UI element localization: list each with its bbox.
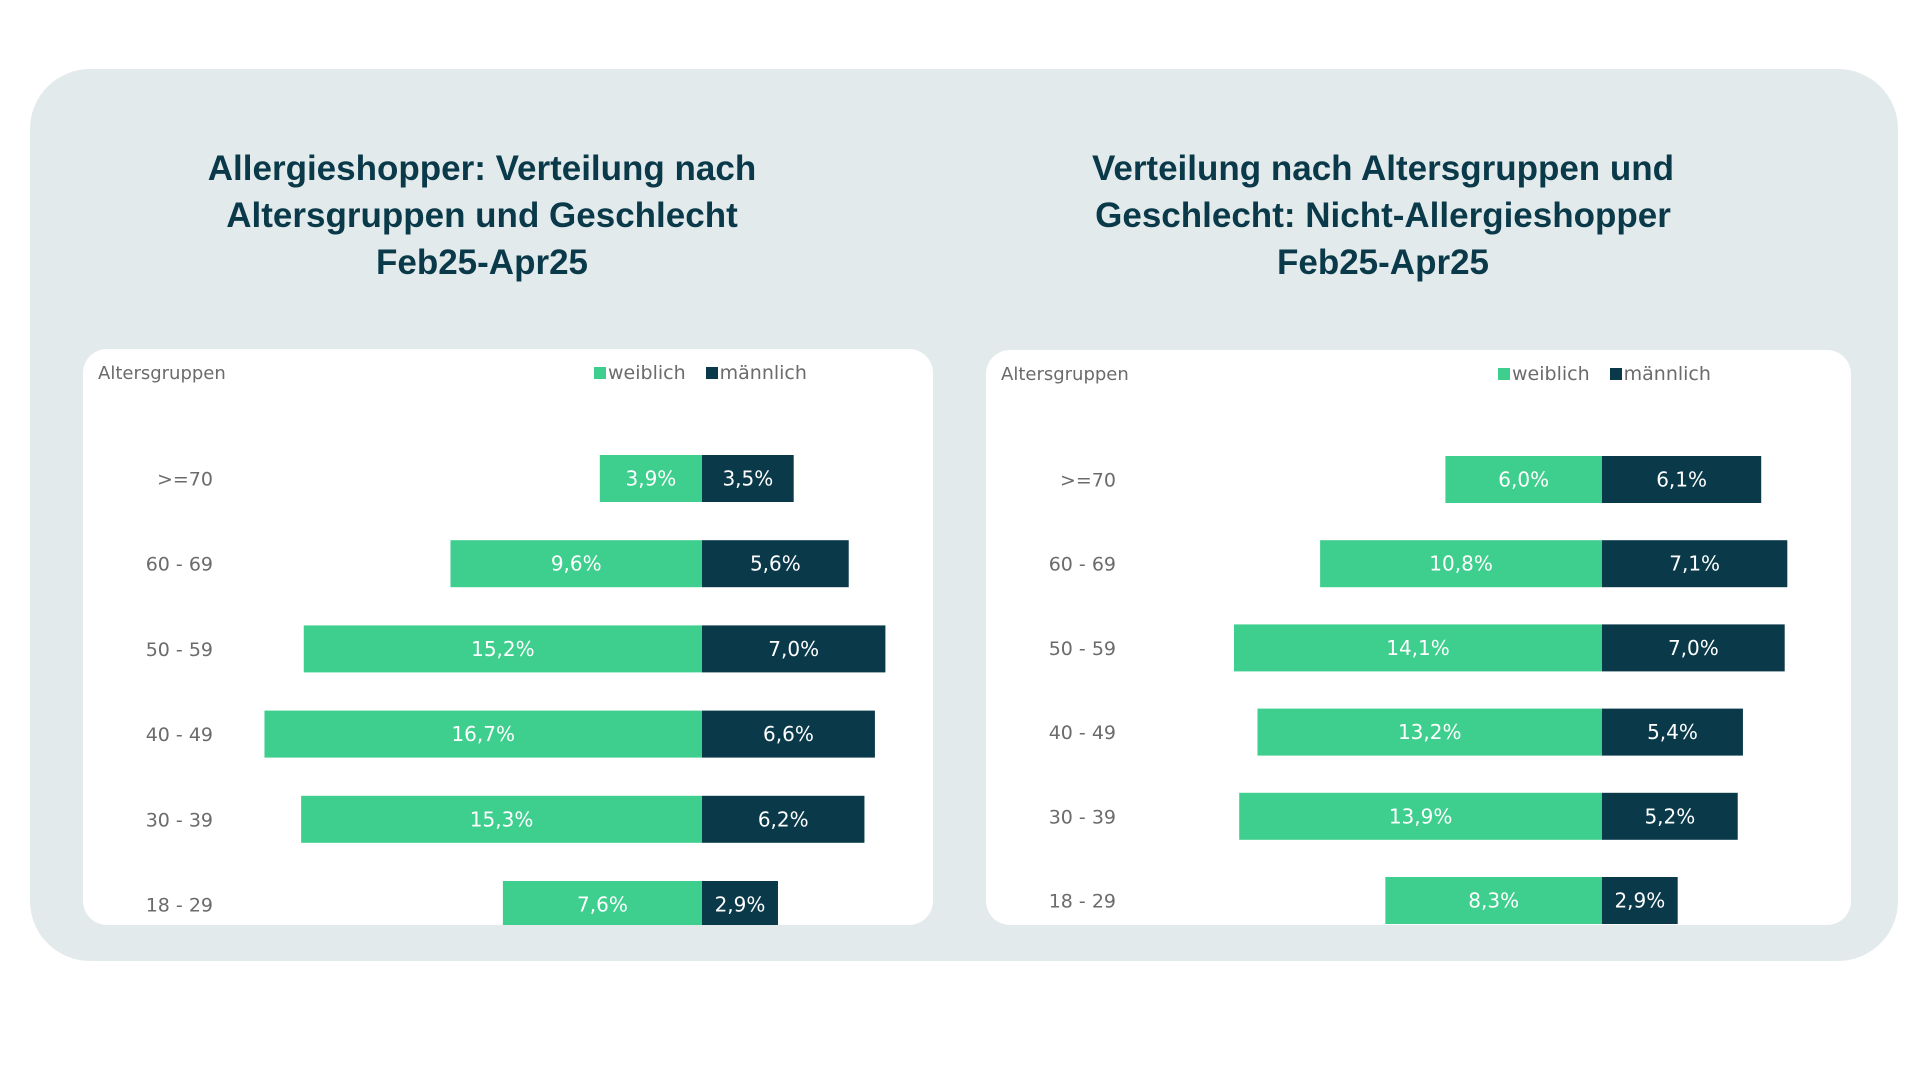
- bar-maennlich: [702, 455, 794, 502]
- chart-2-plot: >=70 6,0% 6,1% 60 - 69 10,8% 7,1% 50 - 59 14,1%…: [1049, 456, 1788, 924]
- bar-maennlich: [702, 625, 886, 673]
- chart-1-title: Allergieshopper: Verteilung nach Altersg…: [42, 145, 922, 286]
- legend-label-weiblich: weiblich: [1512, 363, 1590, 385]
- data-label-weiblich: 7,6%: [577, 893, 628, 917]
- data-label-weiblich: 13,2%: [1398, 720, 1462, 744]
- bar-weiblich: [1239, 792, 1602, 840]
- bar-weiblich: [1233, 624, 1602, 672]
- data-label-maennlich: 5,6%: [750, 552, 801, 576]
- category-label: 18 - 29: [146, 895, 213, 917]
- category-label: 60 - 69: [1049, 554, 1116, 576]
- bar-maennlich: [702, 710, 875, 758]
- category-label: 30 - 39: [146, 809, 213, 831]
- data-label-weiblich: 14,1%: [1386, 636, 1450, 660]
- data-label-weiblich: 10,8%: [1429, 552, 1493, 576]
- legend-item-maennlich: männlich: [1609, 363, 1711, 385]
- data-label-weiblich: 16,7%: [451, 722, 515, 746]
- bar-maennlich: [1602, 708, 1743, 756]
- data-label-maennlich: 6,1%: [1656, 468, 1707, 492]
- legend-swatch-maennlich: [1609, 368, 1622, 380]
- data-label-weiblich: 8,3%: [1468, 889, 1519, 913]
- data-label-maennlich: 5,4%: [1647, 720, 1698, 744]
- bar-weiblich: [1320, 540, 1602, 588]
- data-label-maennlich: 7,1%: [1669, 552, 1720, 576]
- bar-maennlich: [702, 540, 849, 588]
- category-label: >=70: [1060, 470, 1116, 492]
- bar-maennlich: [702, 881, 778, 925]
- data-label-maennlich: 2,9%: [1614, 889, 1665, 913]
- legend-swatch-maennlich: [705, 367, 718, 379]
- data-label-weiblich: 13,9%: [1389, 804, 1453, 828]
- chart-1-title-line-1: Allergieshopper: Verteilung nach: [207, 149, 757, 188]
- data-label-weiblich: 9,6%: [551, 552, 602, 576]
- bar-weiblich: [1257, 708, 1602, 756]
- legend-swatch-weiblich: [1498, 368, 1510, 380]
- chart-1-plot: >=70 3,9% 3,5% 60 - 69 9,6% 5,6% 50 - 59 15,2% 7…: [146, 455, 886, 925]
- bar-weiblich: [264, 710, 702, 758]
- chart-2-axis-label: Altersgruppen: [1001, 364, 1129, 385]
- bar-weiblich: [303, 625, 702, 673]
- data-label-weiblich: 3,9%: [626, 467, 677, 491]
- data-label-maennlich: 2,9%: [715, 893, 766, 917]
- chart-2-title-line-3: Feb25-Apr25: [1276, 243, 1490, 282]
- bar-maennlich: [1602, 456, 1762, 503]
- data-label-weiblich: 15,2%: [471, 637, 535, 661]
- category-label: 50 - 59: [1049, 638, 1116, 660]
- chart-1-title-line-2: Altersgruppen und Geschlecht: [226, 196, 738, 235]
- legend-label-weiblich: weiblich: [608, 362, 686, 384]
- chart-1-card: Altersgruppen weiblich männlich >=70 3,9%…: [83, 349, 933, 925]
- legend-swatch-weiblich: [594, 367, 606, 379]
- category-label: 40 - 49: [1049, 722, 1116, 744]
- bar-weiblich: [502, 881, 702, 925]
- legend-item-maennlich: männlich: [705, 362, 807, 384]
- chart-1-legend: weiblich männlich: [594, 362, 821, 384]
- legend-item-weiblich: weiblich: [594, 362, 686, 384]
- data-label-maennlich: 6,6%: [763, 722, 814, 746]
- data-label-maennlich: 6,2%: [758, 807, 809, 831]
- chart-1-axis-label: Altersgruppen: [98, 363, 226, 384]
- data-label-maennlich: 7,0%: [768, 637, 819, 661]
- bar-maennlich: [1602, 792, 1738, 840]
- chart-2-title-line-1: Verteilung nach Altersgruppen und: [1091, 149, 1675, 188]
- bar-weiblich: [1385, 877, 1602, 924]
- chart-2-legend: weiblich männlich: [1498, 363, 1725, 385]
- data-label-maennlich: 5,2%: [1644, 804, 1695, 828]
- category-label: >=70: [157, 469, 213, 491]
- category-label: 40 - 49: [146, 724, 213, 746]
- data-label-weiblich: 6,0%: [1498, 468, 1549, 492]
- category-label: 50 - 59: [146, 639, 213, 661]
- legend-item-weiblich: weiblich: [1498, 363, 1590, 385]
- bar-maennlich: [1602, 540, 1788, 588]
- bar-maennlich: [1602, 624, 1785, 672]
- chart-2-card: Altersgruppen weiblich männlich >=70 6,0%…: [986, 350, 1851, 925]
- bar-weiblich: [1445, 456, 1602, 503]
- chart-2-title: Verteilung nach Altersgruppen und Geschl…: [943, 145, 1823, 286]
- data-label-maennlich: 3,5%: [722, 467, 773, 491]
- data-label-maennlich: 7,0%: [1668, 636, 1719, 660]
- legend-label-maennlich: männlich: [1623, 363, 1711, 385]
- category-label: 18 - 29: [1049, 891, 1116, 913]
- legend-label-maennlich: männlich: [719, 362, 807, 384]
- category-label: 60 - 69: [146, 554, 213, 576]
- bar-maennlich: [702, 795, 865, 843]
- chart-1-title-line-3: Feb25-Apr25: [375, 243, 589, 282]
- bar-weiblich: [301, 795, 702, 843]
- category-label: 30 - 39: [1049, 806, 1116, 828]
- bar-maennlich: [1602, 877, 1678, 924]
- bar-weiblich: [450, 540, 702, 588]
- chart-2-title-line-2: Geschlecht: Nicht-Allergieshopper: [1095, 196, 1671, 235]
- bar-weiblich: [599, 455, 702, 502]
- data-label-weiblich: 15,3%: [470, 807, 534, 831]
